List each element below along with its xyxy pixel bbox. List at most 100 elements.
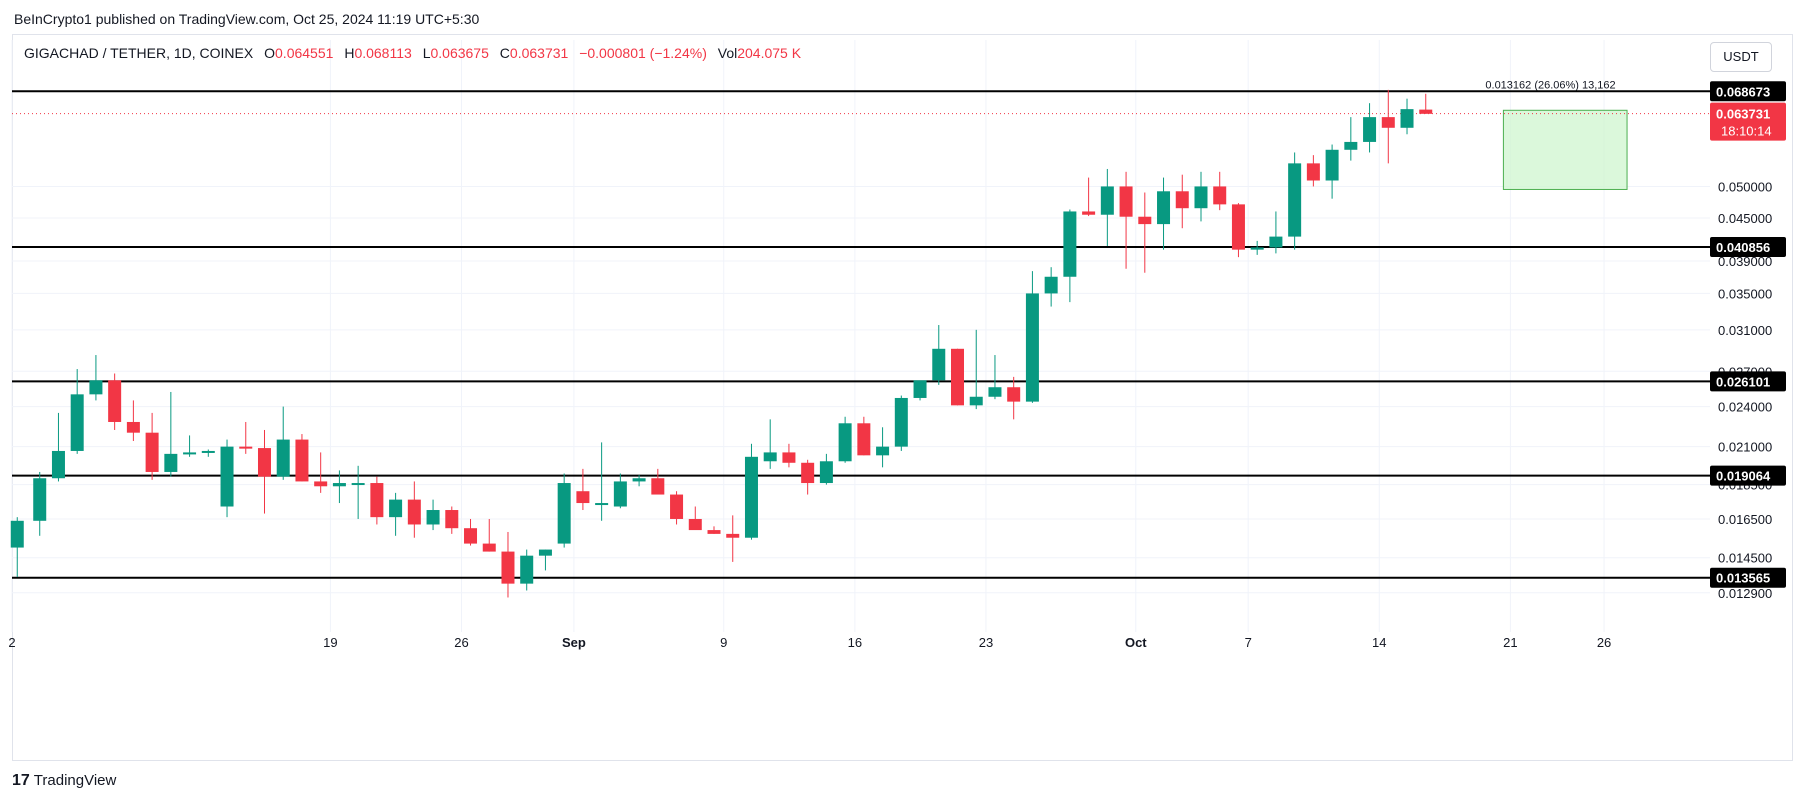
y-tick-label: 0.031000	[1718, 323, 1772, 338]
candle-body	[838, 423, 852, 462]
candle-body	[1400, 109, 1414, 128]
candle-body	[520, 555, 534, 584]
candle	[557, 473, 571, 548]
x-tick-label: 26	[454, 635, 468, 650]
currency-button[interactable]: USDT	[1710, 42, 1772, 72]
level-badge-label: 0.013565	[1716, 571, 1770, 586]
candle-body	[464, 528, 478, 544]
candle-body	[707, 530, 721, 534]
candle	[1363, 103, 1377, 153]
last-price-label: 0.063731	[1716, 107, 1770, 122]
candle-body	[51, 450, 65, 479]
y-tick-label: 0.024000	[1718, 400, 1772, 415]
candle-body	[1250, 247, 1264, 250]
tradingview-logo-mark: 17	[12, 772, 30, 789]
candle-body	[332, 483, 346, 487]
candle-body	[276, 439, 290, 477]
candle	[1100, 168, 1114, 246]
candle-body	[257, 448, 271, 477]
candle	[1175, 174, 1189, 229]
candle	[220, 439, 234, 518]
candle-body	[632, 478, 646, 482]
candle	[538, 549, 552, 571]
countdown-label: 18:10:14	[1721, 124, 1772, 139]
candle-body	[351, 483, 365, 486]
candle-body	[613, 481, 627, 507]
range-measure-label: 0.013162 (26.06%) 13,162	[1485, 79, 1615, 91]
candle-body	[108, 380, 122, 422]
candle-body	[183, 452, 197, 455]
candle	[126, 400, 140, 441]
candle-body	[1119, 186, 1133, 217]
candle	[1119, 171, 1133, 269]
candle	[89, 355, 103, 401]
level-badge-label: 0.040856	[1716, 240, 1770, 255]
candle-body	[763, 452, 777, 462]
ohlc-legend: GIGACHAD / TETHER, 1D, COINEX O0.064551 …	[24, 45, 801, 61]
candle	[482, 518, 496, 552]
candle-body	[389, 499, 403, 518]
candle	[1138, 192, 1152, 273]
y-tick-label: 0.014500	[1718, 551, 1772, 566]
symbol-label[interactable]: GIGACHAD / TETHER, 1D, COINEX	[24, 45, 254, 61]
candle	[782, 443, 796, 468]
level-badge-label: 0.068673	[1716, 84, 1770, 99]
candle-body	[314, 481, 328, 487]
candle	[707, 526, 721, 534]
candle	[576, 468, 590, 511]
candle-body	[70, 394, 84, 451]
candle	[314, 452, 328, 493]
candle	[857, 416, 871, 456]
candle	[108, 373, 122, 430]
candle-body	[145, 432, 159, 472]
x-tick-label: 7	[1245, 635, 1252, 650]
tradingview-logo[interactable]: 17 TradingView	[12, 772, 116, 790]
candle-body	[726, 533, 740, 538]
candle-body	[1288, 163, 1302, 237]
candle-body	[1306, 163, 1320, 181]
candle-body	[1025, 293, 1039, 402]
candle	[838, 416, 852, 463]
candle	[445, 506, 459, 534]
candle-body	[988, 387, 1002, 397]
candle	[651, 468, 665, 495]
candle-body	[482, 543, 496, 552]
candle	[688, 506, 702, 531]
x-tick-label: 9	[720, 635, 727, 650]
candle	[1025, 271, 1039, 403]
candle	[1231, 203, 1245, 258]
candle-body	[445, 510, 459, 529]
x-tick-label: 2	[8, 635, 15, 650]
candle-body	[1381, 117, 1395, 128]
range-measure-box	[1502, 109, 1628, 190]
y-tick-label: 0.045000	[1718, 211, 1772, 226]
candle-body	[1344, 141, 1358, 150]
candle-body	[932, 348, 946, 381]
candle	[70, 369, 84, 454]
candle-body	[1100, 186, 1114, 215]
candle-body	[857, 423, 871, 456]
candle-body	[33, 478, 47, 521]
candle	[1400, 98, 1414, 135]
candle-body	[295, 439, 309, 482]
y-tick-label: 0.012900	[1718, 586, 1772, 601]
candle-body	[876, 446, 890, 456]
candle	[1344, 117, 1358, 161]
candle	[10, 517, 24, 577]
level-badge	[1710, 371, 1786, 392]
high-value: 0.068113	[354, 45, 412, 61]
candle-body	[239, 446, 253, 449]
candle	[1419, 93, 1433, 114]
level-badge-label: 0.026101	[1716, 374, 1770, 389]
candle	[876, 427, 890, 468]
candle-body	[1194, 186, 1208, 209]
candle-body	[595, 503, 609, 506]
candle	[763, 419, 777, 469]
candle	[595, 442, 609, 521]
candle-body	[1157, 191, 1171, 225]
low-value: 0.063675	[430, 45, 489, 61]
y-tick-label: 0.035000	[1718, 286, 1772, 301]
change-value: −0.000801 (−1.24%)	[579, 45, 707, 61]
candle-body	[1213, 186, 1227, 205]
